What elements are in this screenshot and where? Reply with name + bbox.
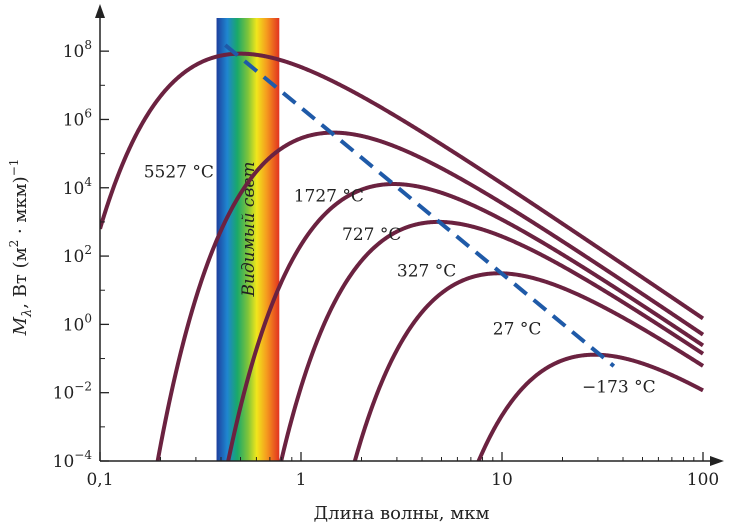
x-tick-label-2: 10 (491, 470, 513, 490)
wien-line (223, 43, 616, 368)
curve-1 (155, 130, 705, 461)
y-axis-arrow-icon (95, 4, 105, 18)
curve-label-0: 5527 °C (144, 162, 214, 182)
axes: 0,1 1 10 100 10−4 10−2 100 102 104 106 108 Длина во… (7, 4, 724, 524)
wien-line-layer (223, 43, 616, 368)
x-axis-title: Длина волны, мкм (314, 503, 490, 524)
x-tick-label-0: 0,1 (86, 470, 113, 490)
curve-0 (100, 51, 705, 321)
curve-labels: 5527 °C 1727 °C 727 °C 327 °C 27 °C −173 °C (144, 162, 656, 397)
x-tick-label-3: 100 (687, 470, 719, 490)
y-tick-label-6: 108 (63, 38, 92, 62)
visible-band-rect (216, 18, 280, 461)
curve-label-1: 1727 °C (294, 186, 364, 206)
curve-label-3: 327 °C (397, 262, 456, 282)
y-tick-label-0: 10−4 (53, 448, 93, 472)
curve-2 (226, 182, 705, 461)
curve-5 (476, 352, 705, 461)
x-axis-arrow-icon (710, 456, 724, 466)
y-axis-title: Mλ, Вт (м2 · мкм)−1 (7, 159, 35, 337)
x-tick-label-1: 1 (296, 470, 307, 490)
curve-label-4: 27 °C (493, 320, 542, 340)
curve-4 (352, 271, 705, 461)
y-tick-label-3: 102 (63, 243, 92, 267)
curve-3 (279, 219, 705, 461)
curve-label-5: −173 °C (582, 378, 656, 398)
y-tick-label-1: 10−2 (53, 380, 92, 404)
visible-light-band: Видимый свет (216, 18, 280, 461)
y-tick-label-5: 106 (63, 106, 92, 130)
y-tick-label-2: 100 (63, 311, 92, 335)
visible-band-label: Видимый свет (239, 161, 259, 297)
curves-layer (100, 51, 705, 461)
y-tick-label-4: 104 (63, 175, 93, 199)
curve-label-2: 727 °C (342, 225, 401, 245)
